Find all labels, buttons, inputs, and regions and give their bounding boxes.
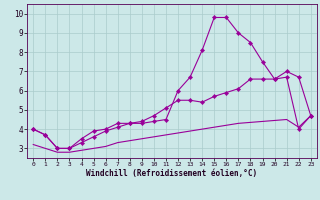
X-axis label: Windchill (Refroidissement éolien,°C): Windchill (Refroidissement éolien,°C) [86, 169, 258, 178]
